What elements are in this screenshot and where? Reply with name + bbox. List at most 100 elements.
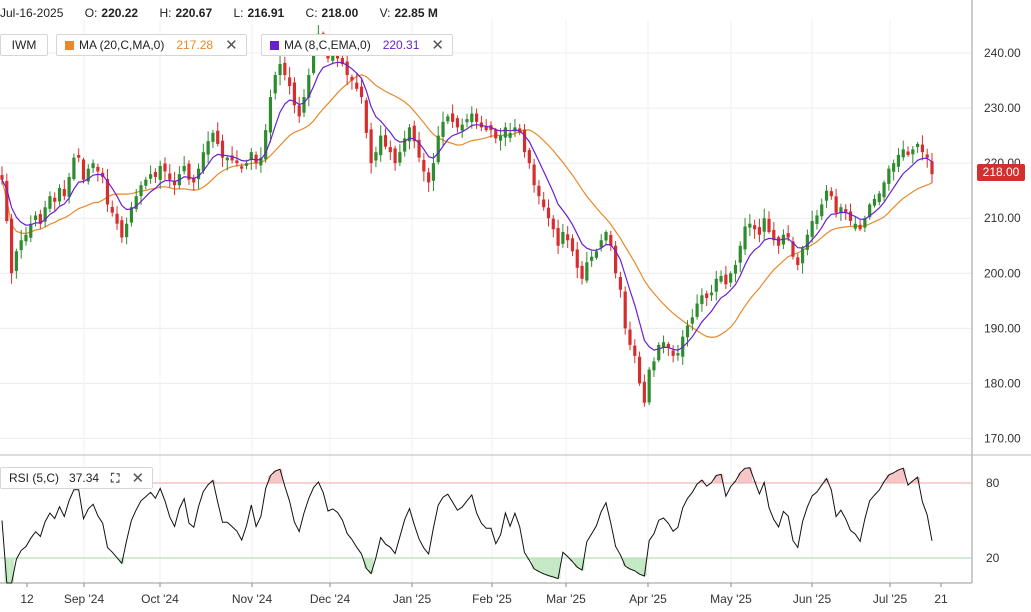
candle-body xyxy=(5,180,9,221)
candle-body xyxy=(753,225,757,230)
low-value: 216.91 xyxy=(247,6,285,20)
candle-body xyxy=(240,166,244,169)
candle-body xyxy=(786,233,790,238)
expand-icon[interactable]: ⛶ xyxy=(111,470,120,485)
candle-body xyxy=(877,193,881,203)
candle-body xyxy=(829,191,833,197)
candle-body xyxy=(278,64,282,76)
candle-body xyxy=(623,291,627,329)
candle-body xyxy=(383,135,388,147)
candle-body xyxy=(465,119,469,123)
open-label: O: xyxy=(84,6,98,20)
x-tick-label: Dec '24 xyxy=(310,592,351,606)
candle-body xyxy=(254,154,258,164)
x-tick-label: Mar '25 xyxy=(546,592,586,606)
candle-body xyxy=(733,265,738,274)
candle-body xyxy=(441,121,445,137)
candle-body xyxy=(834,196,838,213)
candle-body xyxy=(427,172,431,183)
candle-body xyxy=(585,262,589,281)
candle-body xyxy=(182,165,186,172)
ema8-close-icon[interactable]: ✕ xyxy=(431,37,444,54)
candle-body xyxy=(412,125,416,142)
candle-body xyxy=(455,118,460,128)
ma20-label: MA (20,C,MA,0) xyxy=(79,38,165,52)
low-readout: L: 216.91 xyxy=(233,6,284,20)
rsi-oversold-fill xyxy=(570,558,575,562)
candle-body xyxy=(134,196,138,210)
candle-body xyxy=(911,149,915,155)
candle-body xyxy=(892,163,896,172)
candle-body xyxy=(805,234,809,250)
candle-body xyxy=(527,150,531,164)
symbol-chip[interactable]: IWM xyxy=(0,34,48,56)
candle-body xyxy=(901,149,905,158)
price-tick-label: 210.00 xyxy=(984,211,1021,225)
candle-body xyxy=(882,182,886,198)
candle-body xyxy=(72,157,76,180)
candle-body xyxy=(201,152,205,171)
x-tick-label: 21 xyxy=(934,592,948,606)
candle-body xyxy=(57,187,62,202)
candle-body xyxy=(340,57,344,65)
candle-body xyxy=(153,171,158,177)
rsi-value: 37.34 xyxy=(69,471,100,485)
candle-body xyxy=(350,76,354,81)
candle-body xyxy=(235,160,239,164)
x-tick-label: May '25 xyxy=(710,592,752,606)
candle-body xyxy=(216,130,220,144)
open-readout: O: 220.22 xyxy=(85,6,138,20)
x-tick-label: Sep '24 xyxy=(64,592,105,606)
candle-body xyxy=(149,174,153,179)
candle-body xyxy=(297,105,301,117)
candle-body xyxy=(431,163,436,181)
candle-body xyxy=(24,234,28,242)
ma20-close-icon[interactable]: ✕ xyxy=(225,37,238,54)
ema8-legend-chip[interactable]: MA (8,C,EMA,0) 220.31 ✕ xyxy=(261,34,453,56)
candle-body xyxy=(484,126,488,131)
candle-body xyxy=(244,163,249,166)
candle-body xyxy=(824,190,829,201)
candle-body xyxy=(273,75,277,94)
candle-body xyxy=(29,223,33,238)
candle-body xyxy=(422,160,426,172)
high-value: 220.67 xyxy=(175,6,213,20)
candle-body xyxy=(292,82,297,106)
candle-body xyxy=(791,241,795,257)
candle-body xyxy=(460,124,464,131)
candle-body xyxy=(53,197,57,202)
candle-body xyxy=(930,161,934,175)
candle-body xyxy=(359,86,364,98)
rsi-overbought-fill xyxy=(747,467,753,483)
ohlc-readout: Jul-16-2025 O: 220.22 H: 220.67 L: 216.91 C… xyxy=(0,6,438,20)
rsi-overbought-fill xyxy=(713,475,719,483)
ema8-line xyxy=(1,61,933,351)
bar-date: Jul-16-2025 xyxy=(0,6,64,20)
candle-body xyxy=(508,132,512,138)
rsi-legend-chip[interactable]: RSI (5,C) 37.34 ⛶ ✕ xyxy=(0,467,154,489)
candle-body xyxy=(776,237,781,246)
candle-body xyxy=(604,231,608,241)
x-tick-label: Jan '25 xyxy=(393,592,432,606)
candle-body xyxy=(561,231,565,244)
candle-body xyxy=(503,127,507,138)
ma20-legend-chip[interactable]: MA (20,C,MA,0) 217.28 ✕ xyxy=(56,34,247,56)
close-label: C: xyxy=(305,6,318,20)
candle-body xyxy=(810,220,814,237)
candle-body xyxy=(220,140,225,158)
rsi-close-icon[interactable]: ✕ xyxy=(131,470,145,487)
rsi-line xyxy=(1,467,933,584)
candle-body xyxy=(815,215,819,224)
candle-body xyxy=(729,273,733,283)
candle-body xyxy=(767,218,771,232)
candle-body xyxy=(196,168,201,180)
volume-readout: V: 22.85 M xyxy=(380,6,438,20)
symbol-label: IWM xyxy=(11,38,37,52)
candle-body xyxy=(594,251,599,258)
x-tick-label: Jun '25 xyxy=(793,592,832,606)
candle-body xyxy=(633,345,637,356)
candle-body xyxy=(403,138,407,152)
rsi-oversold-fill xyxy=(579,558,585,571)
x-tick-label: Oct '24 xyxy=(141,592,179,606)
